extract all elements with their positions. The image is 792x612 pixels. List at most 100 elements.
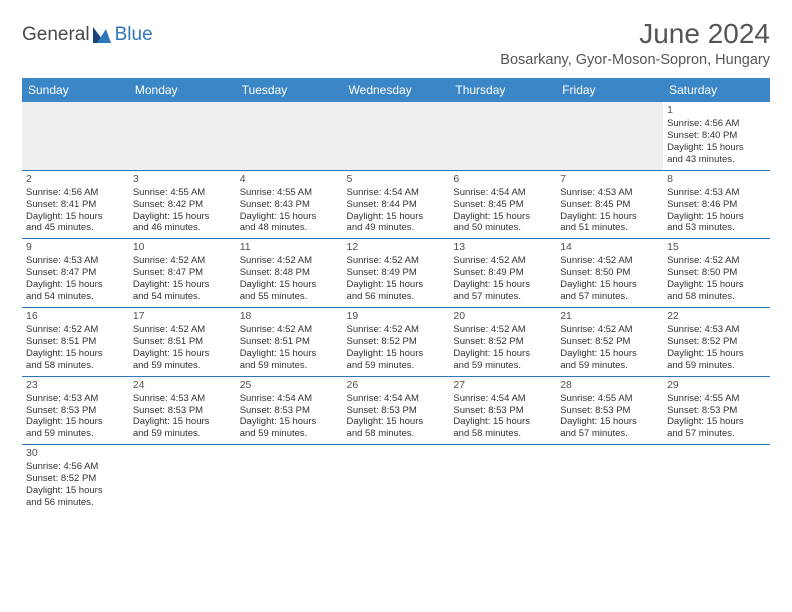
- daylight-line-2: and 57 minutes.: [667, 428, 766, 440]
- day-number: 15: [667, 241, 766, 254]
- calendar-day-cell: 6Sunrise: 4:54 AMSunset: 8:45 PMDaylight…: [449, 170, 556, 239]
- location-subtitle: Bosarkany, Gyor-Moson-Sopron, Hungary: [500, 52, 770, 68]
- calendar-empty-cell: [449, 445, 556, 513]
- day-header: Tuesday: [236, 78, 343, 102]
- calendar-day-cell: 2Sunrise: 4:56 AMSunset: 8:41 PMDaylight…: [22, 170, 129, 239]
- sunset-line: Sunset: 8:47 PM: [26, 267, 125, 279]
- sunrise-line: Sunrise: 4:52 AM: [133, 255, 232, 267]
- daylight-line-1: Daylight: 15 hours: [347, 211, 446, 223]
- calendar-page: General Blue June 2024 Bosarkany, Gyor-M…: [0, 0, 792, 523]
- calendar-week-row: 2Sunrise: 4:56 AMSunset: 8:41 PMDaylight…: [22, 170, 770, 239]
- day-number: 18: [240, 310, 339, 323]
- day-number: 6: [453, 173, 552, 186]
- sunset-line: Sunset: 8:50 PM: [560, 267, 659, 279]
- calendar-day-cell: 28Sunrise: 4:55 AMSunset: 8:53 PMDayligh…: [556, 376, 663, 445]
- sunrise-line: Sunrise: 4:55 AM: [133, 187, 232, 199]
- calendar-day-cell: 16Sunrise: 4:52 AMSunset: 8:51 PMDayligh…: [22, 307, 129, 376]
- day-number: 30: [26, 447, 125, 460]
- sunset-line: Sunset: 8:44 PM: [347, 199, 446, 211]
- daylight-line-1: Daylight: 15 hours: [453, 348, 552, 360]
- daylight-line-1: Daylight: 15 hours: [453, 211, 552, 223]
- sunrise-line: Sunrise: 4:52 AM: [560, 324, 659, 336]
- day-number: 8: [667, 173, 766, 186]
- daylight-line-2: and 43 minutes.: [667, 154, 766, 166]
- day-number: 29: [667, 379, 766, 392]
- calendar-empty-cell: [236, 102, 343, 170]
- sunset-line: Sunset: 8:49 PM: [347, 267, 446, 279]
- day-number: 12: [347, 241, 446, 254]
- sunset-line: Sunset: 8:41 PM: [26, 199, 125, 211]
- day-number: 2: [26, 173, 125, 186]
- daylight-line-1: Daylight: 15 hours: [453, 416, 552, 428]
- calendar-week-row: 1Sunrise: 4:56 AMSunset: 8:40 PMDaylight…: [22, 102, 770, 170]
- sunset-line: Sunset: 8:52 PM: [347, 336, 446, 348]
- day-number: 10: [133, 241, 232, 254]
- sunrise-line: Sunrise: 4:55 AM: [560, 393, 659, 405]
- sunrise-line: Sunrise: 4:53 AM: [133, 393, 232, 405]
- sunrise-line: Sunrise: 4:55 AM: [667, 393, 766, 405]
- day-number: 23: [26, 379, 125, 392]
- sunset-line: Sunset: 8:40 PM: [667, 130, 766, 142]
- calendar-day-cell: 17Sunrise: 4:52 AMSunset: 8:51 PMDayligh…: [129, 307, 236, 376]
- sunrise-line: Sunrise: 4:53 AM: [667, 324, 766, 336]
- sunset-line: Sunset: 8:45 PM: [453, 199, 552, 211]
- sunset-line: Sunset: 8:52 PM: [453, 336, 552, 348]
- logo-word-general: General: [22, 24, 90, 46]
- sunrise-line: Sunrise: 4:53 AM: [26, 393, 125, 405]
- day-number: 22: [667, 310, 766, 323]
- daylight-line-2: and 51 minutes.: [560, 222, 659, 234]
- sunrise-line: Sunrise: 4:52 AM: [347, 255, 446, 267]
- sunrise-line: Sunrise: 4:54 AM: [347, 393, 446, 405]
- day-number: 11: [240, 241, 339, 254]
- daylight-line-1: Daylight: 15 hours: [26, 211, 125, 223]
- daylight-line-2: and 58 minutes.: [667, 291, 766, 303]
- logo-sail-icon: [91, 25, 113, 45]
- sunrise-line: Sunrise: 4:54 AM: [453, 187, 552, 199]
- sunrise-line: Sunrise: 4:54 AM: [453, 393, 552, 405]
- calendar-week-row: 16Sunrise: 4:52 AMSunset: 8:51 PMDayligh…: [22, 307, 770, 376]
- header: General Blue June 2024 Bosarkany, Gyor-M…: [22, 18, 770, 68]
- sunset-line: Sunset: 8:42 PM: [133, 199, 232, 211]
- daylight-line-1: Daylight: 15 hours: [347, 279, 446, 291]
- calendar-day-cell: 3Sunrise: 4:55 AMSunset: 8:42 PMDaylight…: [129, 170, 236, 239]
- daylight-line-1: Daylight: 15 hours: [667, 348, 766, 360]
- sunrise-line: Sunrise: 4:52 AM: [26, 324, 125, 336]
- calendar-empty-cell: [22, 102, 129, 170]
- calendar-day-cell: 22Sunrise: 4:53 AMSunset: 8:52 PMDayligh…: [663, 307, 770, 376]
- daylight-line-2: and 58 minutes.: [347, 428, 446, 440]
- daylight-line-1: Daylight: 15 hours: [240, 211, 339, 223]
- sunset-line: Sunset: 8:53 PM: [667, 405, 766, 417]
- calendar-empty-cell: [129, 445, 236, 513]
- sunset-line: Sunset: 8:53 PM: [347, 405, 446, 417]
- daylight-line-2: and 54 minutes.: [26, 291, 125, 303]
- day-number: 27: [453, 379, 552, 392]
- calendar-empty-cell: [556, 445, 663, 513]
- daylight-line-2: and 56 minutes.: [347, 291, 446, 303]
- daylight-line-1: Daylight: 15 hours: [453, 279, 552, 291]
- daylight-line-1: Daylight: 15 hours: [26, 279, 125, 291]
- day-header: Sunday: [22, 78, 129, 102]
- calendar-day-cell: 18Sunrise: 4:52 AMSunset: 8:51 PMDayligh…: [236, 307, 343, 376]
- daylight-line-1: Daylight: 15 hours: [133, 348, 232, 360]
- daylight-line-1: Daylight: 15 hours: [133, 279, 232, 291]
- sunrise-line: Sunrise: 4:52 AM: [347, 324, 446, 336]
- calendar-week-row: 23Sunrise: 4:53 AMSunset: 8:53 PMDayligh…: [22, 376, 770, 445]
- daylight-line-1: Daylight: 15 hours: [560, 416, 659, 428]
- sunrise-line: Sunrise: 4:52 AM: [240, 324, 339, 336]
- daylight-line-2: and 58 minutes.: [453, 428, 552, 440]
- daylight-line-2: and 48 minutes.: [240, 222, 339, 234]
- calendar-day-cell: 29Sunrise: 4:55 AMSunset: 8:53 PMDayligh…: [663, 376, 770, 445]
- daylight-line-1: Daylight: 15 hours: [667, 211, 766, 223]
- daylight-line-2: and 59 minutes.: [347, 360, 446, 372]
- daylight-line-2: and 45 minutes.: [26, 222, 125, 234]
- daylight-line-2: and 53 minutes.: [667, 222, 766, 234]
- calendar-day-cell: 27Sunrise: 4:54 AMSunset: 8:53 PMDayligh…: [449, 376, 556, 445]
- day-number: 5: [347, 173, 446, 186]
- day-number: 19: [347, 310, 446, 323]
- calendar-day-cell: 24Sunrise: 4:53 AMSunset: 8:53 PMDayligh…: [129, 376, 236, 445]
- calendar-day-cell: 1Sunrise: 4:56 AMSunset: 8:40 PMDaylight…: [663, 102, 770, 170]
- sunrise-line: Sunrise: 4:52 AM: [453, 324, 552, 336]
- sunrise-line: Sunrise: 4:52 AM: [560, 255, 659, 267]
- calendar-day-cell: 20Sunrise: 4:52 AMSunset: 8:52 PMDayligh…: [449, 307, 556, 376]
- sunrise-line: Sunrise: 4:52 AM: [133, 324, 232, 336]
